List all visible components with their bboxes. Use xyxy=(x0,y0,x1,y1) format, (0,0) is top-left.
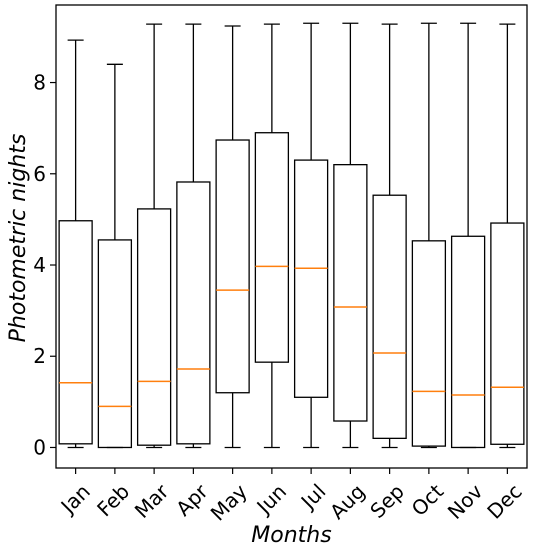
box-jun xyxy=(254,23,290,449)
x-axis-label: Months xyxy=(251,523,331,548)
iqr-box xyxy=(215,139,250,394)
iqr-box xyxy=(136,208,172,446)
x-tick-label-jun: Jun xyxy=(251,479,291,519)
y-axis-ticks: 0 2 4 6 8 xyxy=(33,71,56,459)
x-tick-label-dec: Dec xyxy=(482,479,526,523)
iqr-box xyxy=(176,181,211,445)
x-tick-label-may: May xyxy=(206,479,252,525)
x-tick-label-nov: Nov xyxy=(443,479,488,524)
box-oct xyxy=(411,22,447,449)
iqr-box xyxy=(490,222,525,445)
y-tick-label: 8 xyxy=(33,71,46,95)
box-jul xyxy=(293,22,329,449)
x-tick-label-apr: Apr xyxy=(171,479,213,521)
y-tick-label: 0 xyxy=(33,435,46,459)
box-mar xyxy=(136,23,172,449)
iqr-box xyxy=(293,159,329,398)
x-tick-label-aug: Aug xyxy=(325,479,370,524)
x-tick-label-jul: Jul xyxy=(295,479,330,514)
iqr-box xyxy=(411,240,447,447)
plot-area-frame xyxy=(55,4,528,469)
iqr-box xyxy=(333,164,368,422)
x-tick-label-oct: Oct xyxy=(407,479,449,521)
y-tick-label: 6 xyxy=(33,162,46,186)
boxes-group xyxy=(58,22,525,449)
box-sep xyxy=(372,23,407,449)
iqr-box xyxy=(450,235,486,449)
x-tick-label-sep: Sep xyxy=(365,479,409,523)
y-axis-label: Photometric nights xyxy=(6,134,31,343)
box-dec xyxy=(490,23,525,449)
y-tick-label: 2 xyxy=(33,344,46,368)
box-feb xyxy=(97,63,133,449)
box-jan xyxy=(58,39,93,449)
iqr-box xyxy=(58,220,93,445)
box-aug xyxy=(333,22,368,449)
x-tick-label-mar: Mar xyxy=(130,479,174,523)
y-tick-label: 4 xyxy=(33,253,46,277)
x-tick-label-jan: Jan xyxy=(55,479,95,519)
x-tick-label-feb: Feb xyxy=(92,479,134,521)
box-nov xyxy=(450,22,486,449)
iqr-box xyxy=(97,239,133,449)
box-apr xyxy=(176,23,211,449)
iqr-box xyxy=(254,132,290,363)
iqr-box xyxy=(372,194,407,439)
box-may xyxy=(215,25,250,449)
